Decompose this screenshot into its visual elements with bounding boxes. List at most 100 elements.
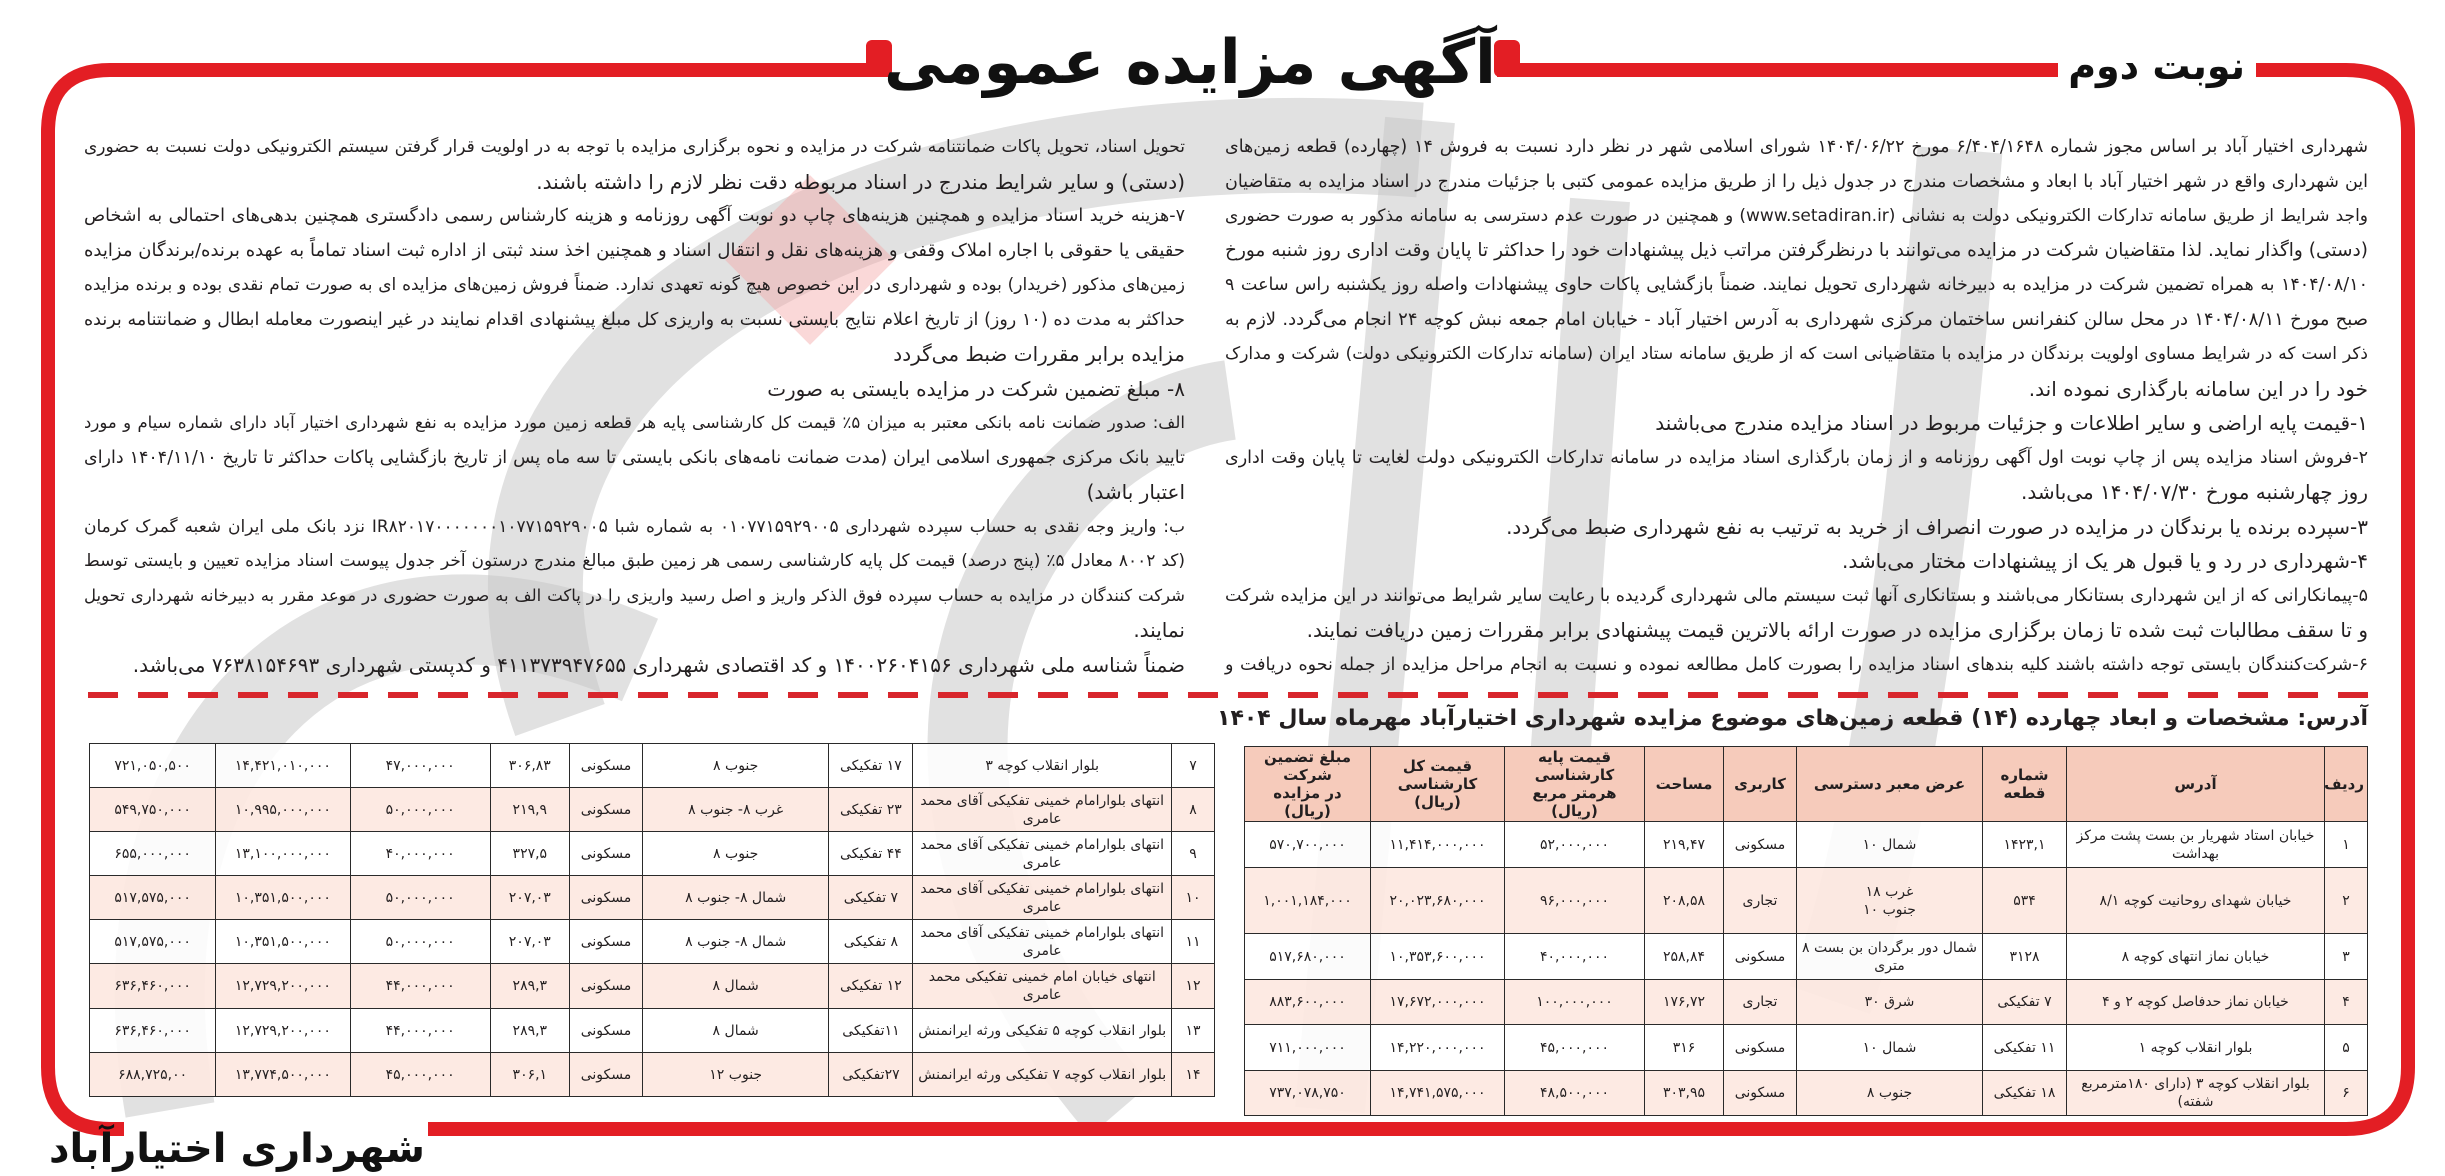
table-cell: ۲۳ تفکیکی: [828, 787, 914, 832]
column-header: قیمت کل کارشناسی (ریال): [1370, 746, 1505, 822]
table-cell: ۳۰۶,۱: [489, 1052, 570, 1097]
notice-line: ذکر است که در شرایط مساوی اولویت برندگان…: [1225, 337, 2368, 372]
table-cell: مسکونی: [1723, 1024, 1797, 1071]
table-cell: ۴۴ تفکیکی: [828, 831, 914, 876]
table-cell: مسکونی: [1723, 933, 1797, 980]
notice-line-text: واجد شرایط از طریق سامانه تدارکات الکترو…: [1225, 206, 2368, 226]
table-cell: جنوب ۸: [642, 743, 830, 788]
table-cell: ۷۲۱,۰۵۰,۵۰۰: [88, 743, 217, 788]
table-cell: ۴۴,۰۰۰,۰۰۰: [349, 963, 491, 1009]
table-cell: بلوار انقلاب کوچه ۳ (دارای ۱۸۰مترمربع شف…: [2066, 1070, 2325, 1116]
notice-line: صبح مورخ ۱۴۰۴/۰۸/۱۱ در محل سالن کنفرانس …: [1225, 303, 2368, 338]
notice-line: شهرداری اختیار آباد بر اساس مجوز شماره ۶…: [1225, 130, 2368, 165]
dashed-divider: [84, 692, 2368, 698]
notice-line: این شهرداری واقع در شهر اختیار آباد با ا…: [1225, 165, 2368, 200]
table-cell: ۳۰۶,۸۳: [489, 743, 570, 788]
notice-line-text: شهرداری اختیار آباد بر اساس مجوز شماره ۶…: [1225, 137, 2369, 157]
table-row: ۵ بلوار انقلاب کوچه ۱ ۱۱ تفکیکی شمال ۱۰ مسکو…: [1244, 1024, 2368, 1071]
notice-line-text: ۳-سپرده برنده یا برندگان در مزایده در صو…: [1506, 514, 2368, 539]
table-cell: ۱۱ تفکیکی: [1982, 1024, 2067, 1071]
notice-line-text: (کد ۸۰۰۲ معادل ۵٪ (پنج درصد) قیمت کل پای…: [84, 551, 1185, 571]
table-cell: ۴۰,۰۰۰,۰۰۰: [349, 831, 491, 876]
table-cell: ۲۰۷,۰۳: [489, 919, 570, 964]
table-cell: انتهای بلوارامام خمینی تفکیکی آقای محمد …: [912, 831, 1172, 876]
table-cell: مسکونی: [568, 963, 644, 1009]
table-row: ۱۳ بلوار انقلاب کوچه ۵ تفکیکی ورثه ایرانم…: [88, 1008, 1216, 1053]
table-cell: ۷ تفکیکی: [1982, 979, 2067, 1025]
table-cell: ۱۲,۷۲۹,۲۰۰,۰۰۰: [215, 963, 351, 1009]
table-cell: ۱۱: [1170, 919, 1216, 964]
table-cell: شمال ۸: [642, 1008, 830, 1053]
table-cell: ۱۷,۶۷۲,۰۰۰,۰۰۰: [1370, 979, 1505, 1025]
table-cell: انتهای بلوارامام خمینی تفکیکی آقای محمد …: [912, 919, 1172, 964]
notice-line: (کد ۸۰۰۲ معادل ۵٪ (پنج درصد) قیمت کل پای…: [84, 544, 1185, 579]
notice-line-text: ۴-شهرداری در رد و یا قبول هر یک از پیشنه…: [1841, 549, 2368, 573]
table-cell: ۴۰,۰۰۰,۰۰۰: [1504, 933, 1645, 980]
table-cell: ۹۶,۰۰۰,۰۰۰: [1504, 867, 1645, 934]
table-cell: جنوب ۸: [642, 831, 830, 876]
table-cell: ۹: [1170, 831, 1216, 876]
notice-line-text: ۱-قیمت پایه اراضی و سایر اطلاعات و جزئیا…: [1655, 411, 2368, 435]
table-title: آدرس: مشخصات و ابعاد چهارده (۱۴) قطعه زم…: [1217, 706, 2368, 731]
column-header: شماره قطعه: [1982, 746, 2067, 822]
table-cell: بلوار انقلاب کوچه ۷ تفکیکی ورثه ایرانمنش: [912, 1052, 1172, 1097]
table-cell: ۱۳,۷۷۴,۵۰۰,۰۰۰: [215, 1052, 351, 1097]
table-row: ۷ بلوار انقلاب کوچه ۳ ۱۷ تفکیکی جنوب ۸ مسکون…: [88, 743, 1216, 788]
table-cell: شمال دور برگردان بن بست ۸ متری: [1796, 933, 1983, 980]
table-cell: شمال ۸- جنوب ۸: [642, 919, 830, 964]
table-cell: ۲۱۹,۹: [489, 787, 570, 832]
table-cell: ۱۱تفکیکی: [828, 1008, 914, 1053]
notice-line: ۱۴۰۴/۰۸/۱۰ به همراه تضمین شرکت در مزایده…: [1225, 268, 2368, 303]
notice-line-text: این شهرداری واقع در شهر اختیار آباد با ا…: [1225, 171, 2368, 192]
table-row: ۳ خیابان نماز انتهای کوچه ۸ ۳۱۲۸ شمال دور ب…: [1244, 933, 2368, 980]
notice-line: تحویل اسناد، تحویل پاکات ضمانتنامه شرکت …: [84, 130, 1185, 165]
notice-line: ۶-شرکت‌کنندگان بایستی توجه داشته باشند ک…: [1225, 648, 2368, 683]
table-cell: ۵۰,۰۰۰,۰۰۰: [349, 919, 491, 964]
table-cell: ۲۱۹,۴۷: [1644, 821, 1724, 868]
notice-line-text: روز چهارشنبه مورخ ۱۴۰۴/۰۷/۳۰ می‌باشد.: [2021, 480, 2368, 504]
table-cell: ۶۳۶,۴۶۰,۰۰۰: [88, 963, 217, 1009]
notice-line-text: تایید بانک مرکزی جمهوری اسلامی ایران (مد…: [84, 447, 1185, 468]
table-cell: شمال ۱۰: [1796, 1024, 1983, 1071]
table-cell: ۷: [1170, 743, 1216, 788]
table-cell: شرق ۳۰: [1796, 979, 1983, 1025]
table-cell: ۱۲,۷۲۹,۲۰۰,۰۰۰: [215, 1008, 351, 1053]
table-cell: ۳: [2324, 933, 2368, 980]
table-cell: خیابان استاد شهریار بن بست پشت مرکز بهدا…: [2066, 821, 2325, 868]
table-cell: ۴۵,۰۰۰,۰۰۰: [1504, 1024, 1645, 1071]
notice-line-text: ۸- مبلغ تضمین شرکت در مزایده بایستی به ص…: [767, 376, 1185, 401]
table-cell: انتهای بلوارامام خمینی تفکیکی آقای محمد …: [912, 787, 1172, 832]
table-cell: ۷ تفکیکی: [828, 875, 914, 920]
notice-line-text: الف: صدور ضمانت نامه بانکی معتبر به میزا…: [84, 413, 1185, 432]
table-cell: ۱۰۰,۰۰۰,۰۰۰: [1504, 979, 1645, 1025]
notice-line: واجد شرایط از طریق سامانه تدارکات الکترو…: [1225, 199, 2368, 234]
land-table-rows-7-14: ۷ بلوار انقلاب کوچه ۳ ۱۷ تفکیکی جنوب ۸ مسکون…: [88, 743, 1216, 1097]
table-cell: ۱: [2324, 821, 2368, 868]
notice-line: ۴-شهرداری در رد و یا قبول هر یک از پیشنه…: [1225, 544, 2368, 579]
notice-line-text: اعتبار باشد): [1086, 480, 1185, 504]
table-cell: ۲: [2324, 867, 2368, 934]
table-cell: شمال ۸: [642, 963, 830, 1009]
table-cell: ۵۱۷,۵۷۵,۰۰۰: [88, 919, 217, 964]
table-row: ۶ بلوار انقلاب کوچه ۳ (دارای ۱۸۰مترمربع ش…: [1244, 1070, 2368, 1116]
notice-line: ۲-فروش اسناد مزایده پس از چاپ نوبت اول آ…: [1225, 441, 2368, 476]
table-cell: ۶۸۸,۷۲۵,۰۰: [88, 1052, 217, 1097]
notice-line: ضمناً شناسه ملی شهرداری ۱۴۰۰۲۶۰۴۱۵۶ و کد…: [84, 648, 1185, 683]
notice-line-text: خود را در این سامانه بارگذاری نموده اند.: [2028, 376, 2368, 401]
page-title: آگهی مزایده عمومی: [884, 27, 1498, 98]
notice-line: مزایده برابر مقررات ضبط می‌گردد: [84, 337, 1185, 372]
table-cell: ۱۰: [1170, 875, 1216, 920]
notice-line: ۷-هزینه خرید اسناد مزایده و همچنین هزینه…: [84, 199, 1185, 234]
table-cell: ۸۸۳,۶۰۰,۰۰۰: [1244, 979, 1371, 1025]
table-row: ۱۴ بلوار انقلاب کوچه ۷ تفکیکی ورثه ایرانم…: [88, 1052, 1216, 1097]
table-cell: ۳۲۷,۵: [489, 831, 570, 876]
notice-line-text: تحویل اسناد، تحویل پاکات ضمانتنامه شرکت …: [84, 137, 1185, 157]
table-cell: غرب ۱۸ جنوب ۱۰: [1796, 867, 1983, 934]
column-header: مساحت: [1644, 746, 1724, 822]
notice-line-text: ضمناً شناسه ملی شهرداری ۱۴۰۰۲۶۰۴۱۵۶ و کد…: [132, 652, 1185, 677]
table-cell: ۶۵۵,۰۰۰,۰۰۰: [88, 831, 217, 876]
notice-line-text: ۲-فروش اسناد مزایده پس از چاپ نوبت اول آ…: [1225, 447, 2368, 468]
table-cell: ۱۰,۳۵۱,۵۰۰,۰۰۰: [215, 919, 351, 964]
table-cell: ۳۰۳,۹۵: [1644, 1070, 1724, 1116]
table-cell: ۷۱۱,۰۰۰,۰۰۰: [1244, 1024, 1371, 1071]
